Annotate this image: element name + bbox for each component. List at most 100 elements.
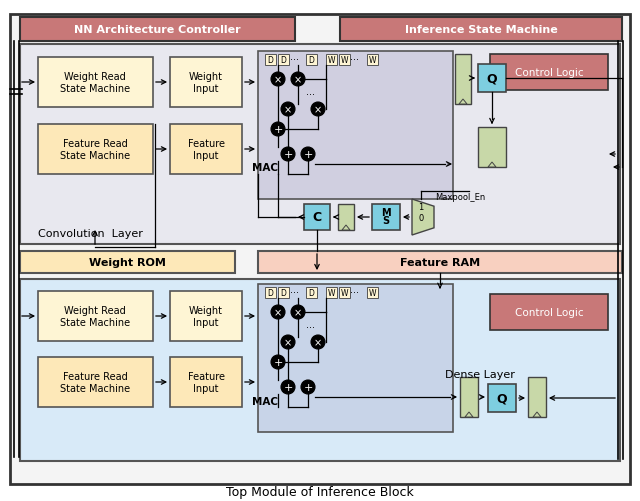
Bar xyxy=(340,18,622,42)
Text: ×: × xyxy=(274,308,282,317)
Bar xyxy=(258,52,453,199)
Bar xyxy=(304,204,330,230)
Bar xyxy=(38,125,153,175)
Text: D: D xyxy=(268,56,273,65)
Bar xyxy=(278,288,289,299)
Text: ×: × xyxy=(314,105,322,115)
Text: W: W xyxy=(369,56,376,65)
Polygon shape xyxy=(465,412,473,417)
Text: Maxpool_En: Maxpool_En xyxy=(435,193,485,202)
Circle shape xyxy=(271,306,285,319)
Bar xyxy=(170,357,242,407)
Text: Feature
Input: Feature Input xyxy=(188,371,225,393)
Text: ···: ··· xyxy=(349,55,358,65)
Bar xyxy=(170,292,242,341)
Bar xyxy=(38,357,153,407)
Text: W: W xyxy=(369,289,376,298)
Bar xyxy=(490,55,608,91)
Bar xyxy=(372,204,400,230)
Text: C: C xyxy=(312,211,321,224)
Text: ×: × xyxy=(284,337,292,347)
Text: W: W xyxy=(328,56,335,65)
Bar xyxy=(478,128,506,168)
Text: Weight
Input: Weight Input xyxy=(189,306,223,327)
Bar xyxy=(326,288,337,299)
Text: D: D xyxy=(308,289,314,298)
Text: +: + xyxy=(284,150,292,160)
Text: Weight
Input: Weight Input xyxy=(189,72,223,94)
Circle shape xyxy=(301,380,315,394)
Text: MAC: MAC xyxy=(252,396,278,406)
Text: ···: ··· xyxy=(305,322,314,332)
Text: S: S xyxy=(383,215,390,225)
Text: +: + xyxy=(284,382,292,392)
Text: Control Logic: Control Logic xyxy=(515,308,583,317)
Circle shape xyxy=(281,148,295,162)
Circle shape xyxy=(281,380,295,394)
Bar xyxy=(455,55,471,105)
Circle shape xyxy=(311,335,325,349)
Text: Dense Layer: Dense Layer xyxy=(445,369,515,379)
Circle shape xyxy=(271,355,285,369)
Bar xyxy=(258,285,453,432)
Circle shape xyxy=(291,73,305,87)
Bar xyxy=(478,65,506,93)
Text: ···: ··· xyxy=(289,288,298,298)
Text: ···: ··· xyxy=(289,55,298,65)
Text: Q: Q xyxy=(497,392,508,405)
Text: D: D xyxy=(280,289,287,298)
Text: D: D xyxy=(268,289,273,298)
Bar xyxy=(528,377,546,417)
Circle shape xyxy=(291,306,305,319)
Bar xyxy=(38,58,153,108)
Polygon shape xyxy=(459,100,467,105)
Text: Feature Read
State Machine: Feature Read State Machine xyxy=(60,371,130,393)
Bar xyxy=(20,45,620,244)
Bar xyxy=(488,384,516,412)
Text: MAC: MAC xyxy=(252,163,278,173)
Bar xyxy=(170,58,242,108)
Bar xyxy=(339,55,350,66)
Bar xyxy=(170,125,242,175)
Text: +: + xyxy=(273,357,283,367)
Bar xyxy=(20,252,235,274)
Circle shape xyxy=(311,103,325,117)
Bar xyxy=(306,55,317,66)
Bar xyxy=(339,288,350,299)
Polygon shape xyxy=(412,199,434,235)
Bar xyxy=(20,18,295,42)
Text: Weight ROM: Weight ROM xyxy=(88,258,165,268)
Text: D: D xyxy=(280,56,287,65)
Circle shape xyxy=(271,73,285,87)
Bar xyxy=(338,204,354,230)
Text: Q: Q xyxy=(486,72,497,85)
Bar xyxy=(367,55,378,66)
Bar xyxy=(460,377,478,417)
Bar xyxy=(38,292,153,341)
Bar xyxy=(367,288,378,299)
Text: Weight Read
State Machine: Weight Read State Machine xyxy=(60,72,130,94)
Text: Feature Read
State Machine: Feature Read State Machine xyxy=(60,139,130,160)
Text: Control Logic: Control Logic xyxy=(515,68,583,78)
Polygon shape xyxy=(488,163,496,168)
Text: ×: × xyxy=(294,308,302,317)
Text: ×: × xyxy=(314,337,322,347)
Text: ···: ··· xyxy=(305,90,314,100)
Text: M: M xyxy=(381,207,391,217)
Bar xyxy=(20,280,620,461)
Text: Feature
Input: Feature Input xyxy=(188,139,225,160)
Text: 1
0: 1 0 xyxy=(419,203,424,222)
Text: Weight Read
State Machine: Weight Read State Machine xyxy=(60,306,130,327)
Text: W: W xyxy=(340,56,348,65)
Text: ×: × xyxy=(274,75,282,85)
Text: +: + xyxy=(303,150,313,160)
Text: Feature RAM: Feature RAM xyxy=(400,258,480,268)
Bar xyxy=(278,55,289,66)
Bar xyxy=(306,288,317,299)
Circle shape xyxy=(281,335,295,349)
Bar xyxy=(490,295,608,330)
Polygon shape xyxy=(342,225,350,230)
Polygon shape xyxy=(533,412,541,417)
Text: ···: ··· xyxy=(349,288,358,298)
Circle shape xyxy=(281,103,295,117)
